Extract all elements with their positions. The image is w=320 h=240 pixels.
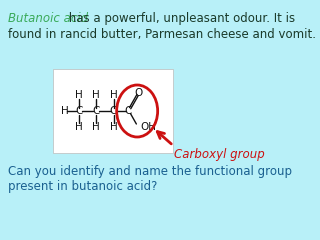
Text: Carboxyl group: Carboxyl group	[174, 148, 265, 161]
Text: H: H	[110, 122, 117, 132]
Text: H: H	[75, 122, 83, 132]
Text: H: H	[92, 122, 100, 132]
Text: C: C	[75, 106, 83, 116]
Text: OH: OH	[140, 122, 156, 132]
Text: C: C	[110, 106, 117, 116]
Text: Butanoic acid: Butanoic acid	[8, 12, 88, 25]
Text: found in rancid butter, Parmesan cheese and vomit.: found in rancid butter, Parmesan cheese …	[8, 28, 316, 41]
FancyBboxPatch shape	[53, 69, 172, 153]
Text: H: H	[92, 90, 100, 100]
Text: H: H	[75, 90, 83, 100]
Text: C: C	[125, 106, 132, 116]
Text: H: H	[110, 90, 117, 100]
Text: Can you identify and name the functional group
present in butanoic acid?: Can you identify and name the functional…	[8, 165, 292, 193]
Text: H: H	[61, 106, 68, 116]
Text: has a powerful, unpleasant odour. It is: has a powerful, unpleasant odour. It is	[65, 12, 295, 25]
Text: C: C	[92, 106, 100, 116]
Text: O: O	[135, 88, 143, 98]
